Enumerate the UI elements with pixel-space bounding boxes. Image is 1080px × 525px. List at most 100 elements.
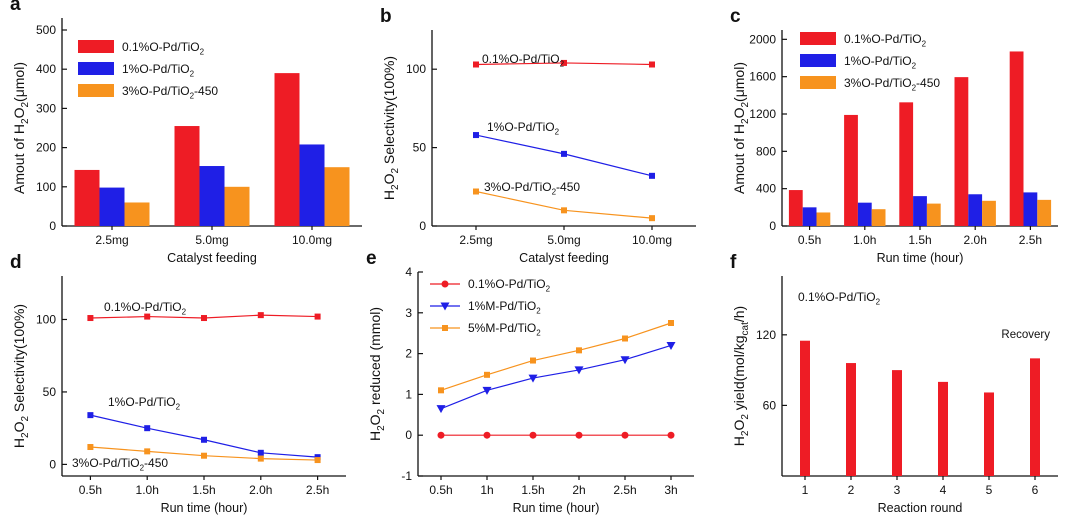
bar <box>913 196 927 226</box>
data-point <box>201 452 207 459</box>
text-part: 3%O-Pd/TiO <box>844 76 912 90</box>
data-point <box>528 374 538 383</box>
data-point <box>144 425 151 432</box>
bar <box>899 102 914 226</box>
panel-c: c 0 400 800 1200 1600 2000 0.5h 1.0h 1.5h 2.0h 2.5h… <box>730 6 1058 265</box>
bar <box>1030 358 1040 476</box>
subscript: 2 <box>20 416 31 422</box>
data-point <box>561 207 567 214</box>
text-part: H <box>731 436 747 446</box>
text-part: (μmol) <box>11 62 27 102</box>
bar <box>802 207 817 226</box>
y-tick-label: 4 <box>405 265 412 279</box>
data-point <box>622 335 628 342</box>
bar <box>299 144 325 226</box>
subscript: 2 <box>740 430 751 436</box>
bar <box>800 340 810 476</box>
y-tick-label: 1200 <box>749 107 776 121</box>
bar <box>99 187 125 226</box>
text-part: 5%M-Pd/TiO <box>468 321 536 335</box>
text-part: 3%O-Pd/TiO <box>484 180 552 194</box>
bar <box>857 202 872 226</box>
data-point <box>87 444 94 451</box>
data-point <box>201 436 207 443</box>
legend-marker <box>440 302 450 311</box>
data-point <box>649 172 655 179</box>
x-tick-label: 1 <box>802 483 809 497</box>
bar <box>74 169 100 226</box>
y-tick-label: 400 <box>756 182 776 196</box>
subscript: 2 <box>390 184 401 190</box>
data-point <box>621 431 629 439</box>
panel-d: d 0 50 100 0.5h 1.0h 1.5h 2.0h 2.5h Run time (hou… <box>10 252 346 515</box>
series-line <box>475 190 653 219</box>
data-point <box>257 455 264 462</box>
panel-label: e <box>366 248 377 269</box>
subscript: 2 <box>536 329 541 338</box>
text-part: 0.1%O-Pd/TiO <box>122 40 200 54</box>
y-tick-label: 400 <box>36 62 56 76</box>
series-label: 0.1%O-Pd/TiO2 <box>798 290 881 307</box>
bar <box>846 363 856 476</box>
y-tick-label: 50 <box>413 141 427 155</box>
x-tick-label: 2.0h <box>249 483 272 497</box>
panel-label: b <box>380 6 392 27</box>
y-tick-label: 0 <box>419 219 426 233</box>
legend-swatch <box>800 76 836 89</box>
y-axis-title: H2O2 Selectivity(100%) <box>11 304 31 448</box>
data-point <box>314 457 321 464</box>
series-line <box>440 322 672 391</box>
subscript: 2 <box>140 464 145 473</box>
subscript: 2 <box>376 425 387 431</box>
bar <box>174 126 200 226</box>
text-part: -450 <box>556 180 580 194</box>
subscript: 2 <box>190 70 195 79</box>
text-part: 0.1%O-Pd/TiO <box>104 300 182 314</box>
bar <box>871 209 886 226</box>
panel-label: a <box>10 0 21 15</box>
y-tick-label: 100 <box>36 312 56 326</box>
legend-swatch <box>78 62 114 75</box>
y-tick-label: 500 <box>36 23 56 37</box>
y-tick-label: 300 <box>36 101 56 115</box>
legend-marker <box>442 325 448 331</box>
text-part: yield(mol/kg <box>731 335 747 414</box>
x-tick-label: 5.0mg <box>547 233 580 247</box>
data-point <box>201 315 207 322</box>
text-part: 1%O-Pd/TiO <box>122 62 190 76</box>
subscript: 2 <box>912 84 917 93</box>
legend-label: 1%O-Pd/TiO2 <box>844 54 917 71</box>
text-part: 1%O-Pd/TiO <box>844 54 912 68</box>
x-tick-label: 3 <box>894 483 901 497</box>
series-line <box>440 344 672 410</box>
text-part: O <box>11 421 27 432</box>
x-tick-label: 6 <box>1032 483 1039 497</box>
x-tick-label: 1h <box>480 483 493 497</box>
x-tick-label: 1.0h <box>853 233 876 247</box>
subscript: 2 <box>555 128 560 137</box>
subscript: 2 <box>20 432 31 438</box>
data-point <box>667 431 675 439</box>
legend-swatch <box>800 54 836 67</box>
y-tick-label: 1 <box>405 387 412 401</box>
text-part: 0.1%O-Pd/TiO <box>844 32 922 46</box>
subscript: 2 <box>20 102 31 108</box>
subscript: 2 <box>922 40 927 49</box>
x-tick-label: 1.0h <box>136 483 159 497</box>
data-point <box>438 387 444 394</box>
y-tick-label: 2 <box>405 347 412 361</box>
series-label: 3%O-Pd/TiO2-450 <box>72 456 168 473</box>
bar <box>926 203 941 226</box>
x-axis-title: Run time (hour) <box>513 501 600 515</box>
bar <box>788 190 803 226</box>
bar <box>1023 192 1038 226</box>
legend-label: 1%O-Pd/TiO2 <box>122 62 195 79</box>
subscript: 2 <box>740 118 751 124</box>
subscript: cat <box>740 322 751 336</box>
x-axis-title: Catalyst feeding <box>519 251 609 265</box>
subscript: 2 <box>20 118 31 124</box>
legend-label: 5%M-Pd/TiO2 <box>468 321 541 338</box>
legend-label: 0.1%O-Pd/TiO2 <box>468 277 551 294</box>
y-axis-title: Amout of H2O2(μmol) <box>731 62 751 194</box>
